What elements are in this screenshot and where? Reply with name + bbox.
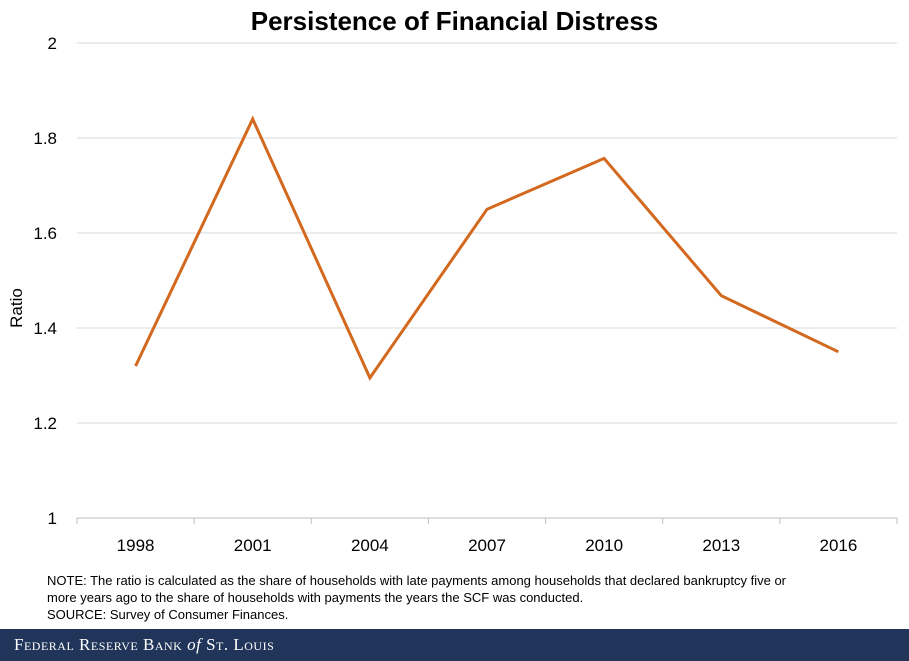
series-line: [134, 115, 840, 381]
y-axis-label: Ratio: [7, 288, 26, 328]
y-tick-label: 1.6: [33, 224, 57, 243]
brand-text-2: St. Louis: [206, 635, 275, 654]
x-tick-label: 2004: [351, 536, 389, 555]
x-tick-label: 2013: [702, 536, 740, 555]
y-tick-label: 1.8: [33, 129, 57, 148]
brand-text-1: Federal Reserve Bank: [14, 635, 183, 654]
note-line-1: NOTE: The ratio is calculated as the sha…: [47, 573, 787, 588]
fed-stl-logo: Federal Reserve Bank of St. Louis: [14, 635, 274, 655]
x-tick-label: 2010: [585, 536, 623, 555]
series: [134, 115, 840, 381]
brand-text-of: of: [187, 635, 202, 654]
x-tick-label: 2001: [234, 536, 272, 555]
note-line-2: more years ago to the share of household…: [47, 590, 584, 605]
gridlines: [77, 42, 897, 424]
y-tick-label: 2: [48, 34, 57, 53]
axes: [76, 517, 898, 524]
y-tick-label: 1: [48, 509, 57, 528]
footer-bar: Federal Reserve Bank of St. Louis: [0, 629, 909, 661]
y-tick-label: 1.4: [33, 319, 57, 338]
source-line: SOURCE: Survey of Consumer Finances.: [47, 607, 289, 622]
y-tick-label: 1.2: [33, 414, 57, 433]
x-tick-label: 2016: [820, 536, 858, 555]
tick-labels: 1 1.2 1.4 1.6 1.8 2 1998 2001 2004 2007 2010 2013 20…: [33, 34, 857, 555]
chart-notes: NOTE: The ratio is calculated as the sha…: [47, 572, 897, 623]
line-chart: 1 1.2 1.4 1.6 1.8 2 1998 2001 2004 2007 2010 2013 20…: [7, 34, 898, 555]
chart-title: Persistence of Financial Distress: [250, 6, 659, 36]
x-tick-label: 1998: [117, 536, 155, 555]
x-tick-label: 2007: [468, 536, 506, 555]
